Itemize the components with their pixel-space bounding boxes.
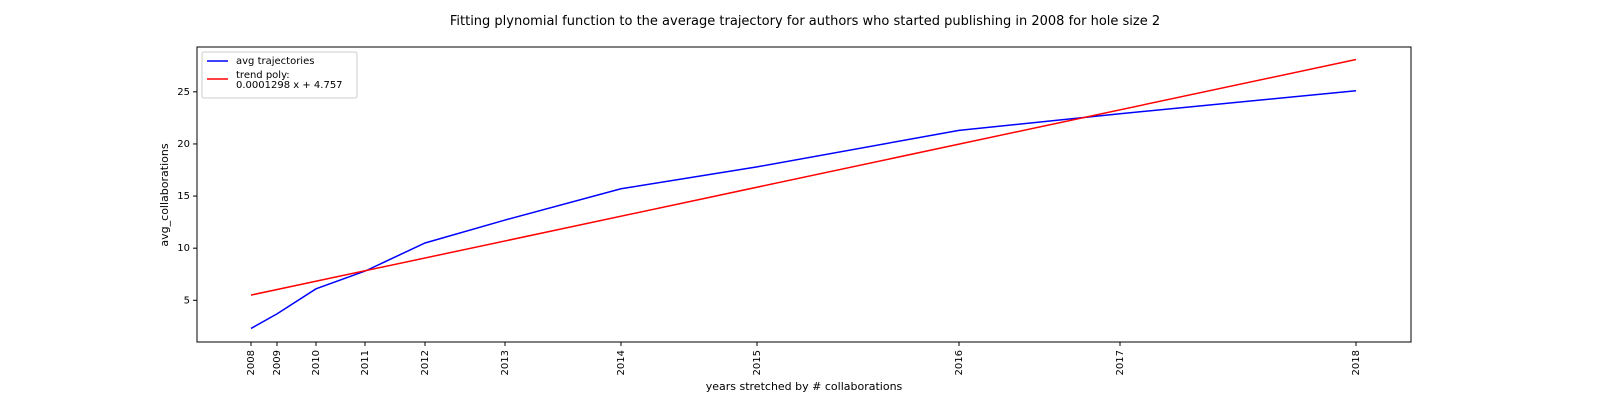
- y-tick-label: 5: [184, 295, 190, 306]
- avg-trajectories-point: [315, 288, 317, 290]
- x-tick-label: 2015: [752, 350, 763, 375]
- avg-trajectories-point: [958, 130, 960, 132]
- series-line-avg-trajectories: [250, 90, 1357, 330]
- x-tick-label: 2010: [311, 350, 322, 375]
- x-tick-label: 2014: [616, 350, 627, 375]
- y-axis-ticks: 5 10 15 20 25: [177, 87, 197, 306]
- x-tick-label: 2013: [500, 350, 511, 375]
- legend-label: trend poly:: [236, 70, 290, 81]
- y-tick-label: 20: [177, 139, 190, 150]
- avg-trajectories-point: [756, 166, 758, 168]
- series-line-trend-poly: [250, 58, 1357, 296]
- x-tick-label: 2009: [272, 350, 283, 375]
- avg-trajectories-point: [276, 313, 278, 315]
- y-axis-label: avg_collaborations: [158, 143, 171, 246]
- y-tick-label: 10: [177, 243, 190, 254]
- plot-area-frame: [196, 46, 1412, 343]
- avg-trajectories-point: [250, 328, 252, 330]
- legend-label: avg trajectories: [236, 56, 314, 67]
- x-tick-label: 2018: [1351, 350, 1362, 375]
- y-tick-label: 15: [177, 191, 190, 202]
- avg-trajectories-point: [1355, 90, 1357, 92]
- x-tick-label: 2017: [1115, 350, 1126, 375]
- legend-label: 0.0001298 x + 4.757: [236, 80, 343, 91]
- avg-trajectories-point: [620, 188, 622, 190]
- series-layer: [250, 58, 1357, 330]
- trend-poly-point: [1355, 59, 1357, 61]
- x-tick-label: 2012: [420, 350, 431, 375]
- x-tick-label: 2016: [954, 350, 965, 375]
- trend-poly-point: [250, 294, 252, 296]
- avg-trajectories-point: [1119, 113, 1121, 115]
- avg-trajectories-point: [424, 242, 426, 244]
- x-axis-ticks: 2008 2009 2010 2011 2012 2013 2014 2015 2016 2017…: [246, 342, 1362, 375]
- x-tick-label: 2008: [246, 350, 257, 375]
- x-axis-label: years stretched by # collaborations: [706, 380, 903, 393]
- legend: avg trajectories trend poly:0.0001298 x +…: [201, 51, 358, 99]
- y-tick-label: 25: [177, 87, 190, 98]
- legend-box: [201, 51, 358, 99]
- x-tick-label: 2011: [360, 350, 371, 375]
- avg-trajectories-point: [504, 219, 506, 221]
- chart-title: Fitting plynomial function to the averag…: [450, 14, 1160, 29]
